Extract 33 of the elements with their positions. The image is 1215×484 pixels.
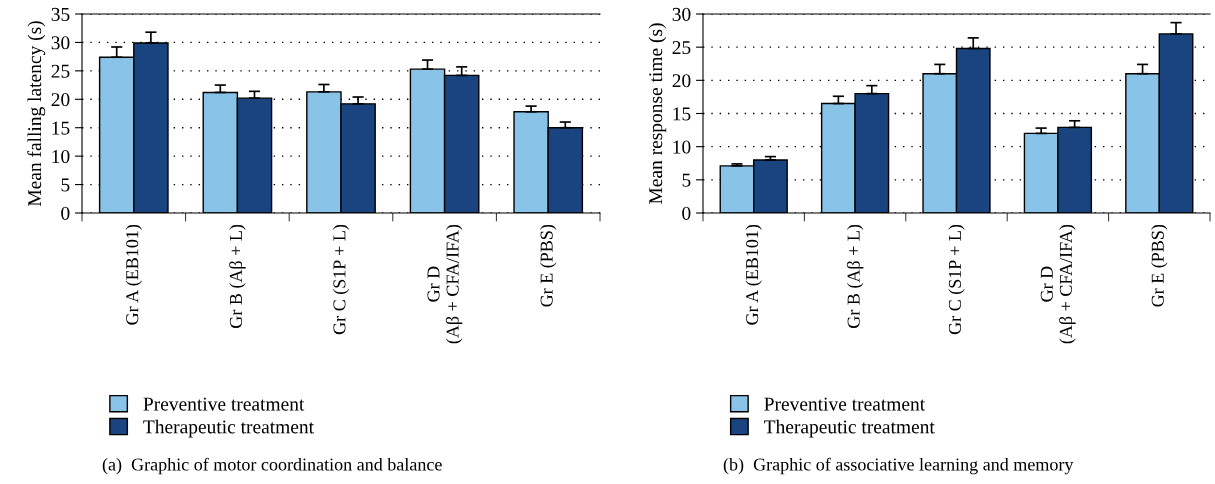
y-tick-label: 20 [51,93,70,107]
x-tick-label: Gr B (Aβ + L) [846,224,864,328]
y-tick-label: 10 [52,149,70,164]
x-tick-label: Gr D (Aβ + CFA/IFA) [427,224,463,344]
y-tick-label: 25 [51,64,70,78]
y-tick-label: 25 [672,41,691,55]
y-tick-label: 5 [61,178,70,192]
legend-label: Therapeutic treatment [764,419,935,438]
y-tick-label: 20 [672,74,691,88]
text: (b) Graphic of associative learning and memory [723,457,1074,475]
y-tick-label: 0 [61,206,70,220]
legend-label: Therapeutic treatment [143,419,314,438]
y-axis-title: Mean falling latency (s) [27,21,46,207]
y-tick-label: 10 [673,140,691,154]
x-tick-label: Gr D (Aβ + CFA/IFA) [1040,224,1076,344]
y-tick-label: 35 [51,7,70,21]
x-tick-label: Gr C (S1P + L) [948,224,965,335]
y-axis-title: Mean response time (s) [648,23,667,204]
y-tick-label: 30 [51,36,70,50]
x-tick-label: Gr C (S1P + L) [332,224,350,335]
y-tick-label: 15 [52,121,70,135]
y-tick-label: 0 [682,206,691,220]
x-tick-label: Gr A (EB101) [125,224,142,325]
y-tick-label: 30 [672,7,691,21]
x-tick-label: Gr E (PBS) [1151,224,1168,307]
y-tick-label: 5 [682,173,691,187]
x-tick-label: Gr B (Aβ + L) [229,224,246,328]
y-tick-label: 15 [673,107,691,121]
text: (a) Graphic of motor coordination and balance [102,457,442,475]
legend-label: Preventive treatment [143,397,305,411]
x-tick-label: Gr A (EB101) [745,224,762,325]
legend-label: Preventive treatment [764,397,926,411]
x-tick-label: Gr E (PBS) [540,224,557,307]
